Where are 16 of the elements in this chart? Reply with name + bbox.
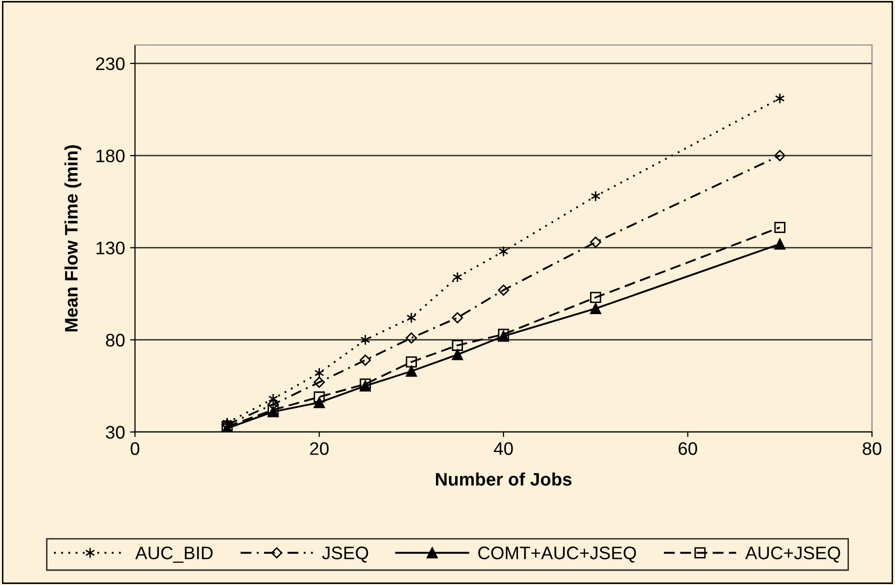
legend-label: JSEQ <box>322 546 368 563</box>
y-tick-label: 80 <box>106 334 125 347</box>
y-tick-label: 230 <box>96 57 125 70</box>
x-tick-label: 60 <box>678 442 698 455</box>
x-tick-label: 80 <box>862 442 882 455</box>
y-axis-title: Mean Flow Time (min) <box>64 145 82 332</box>
x-tick-label: 0 <box>130 442 140 455</box>
x-tick-label: 40 <box>494 442 513 455</box>
legend-label: AUC_BID <box>135 546 213 563</box>
y-tick-label: 180 <box>96 150 125 162</box>
legend-label: COMT+AUC+JSEQ <box>478 546 636 563</box>
x-axis-title: Number of Jobs <box>436 472 572 486</box>
legend-label: AUC+JSEQ <box>745 546 840 563</box>
x-tick-label: 20 <box>310 442 329 455</box>
y-tick-label: 30 <box>106 426 125 439</box>
y-tick-label: 130 <box>96 242 125 254</box>
